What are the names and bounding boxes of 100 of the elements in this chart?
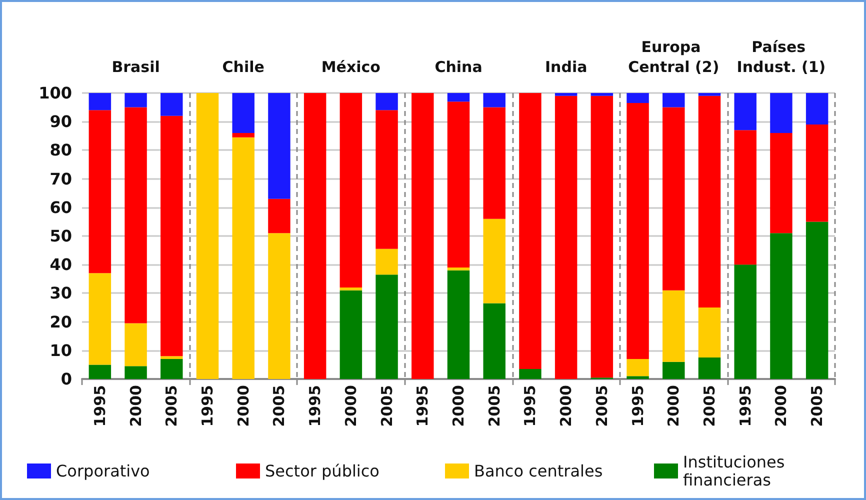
bar	[483, 218, 506, 304]
y-tick-label: 100	[38, 84, 72, 102]
bar	[124, 93, 147, 108]
legend-label: Corporativo	[56, 462, 150, 480]
bar	[412, 93, 434, 379]
bar	[662, 107, 685, 290]
bar	[770, 133, 792, 234]
y-tick-label: 80	[50, 140, 72, 160]
bar	[376, 274, 398, 379]
bar	[734, 93, 756, 130]
y-tick-label: 0	[60, 370, 72, 388]
bar	[160, 116, 183, 356]
x-tick-label: 2005	[378, 385, 396, 427]
bar	[626, 376, 649, 379]
x-tick-label: 2000	[557, 385, 576, 427]
x-tick-label: 1995	[198, 385, 216, 427]
bar	[483, 107, 506, 219]
bar	[590, 96, 614, 378]
bar	[626, 103, 649, 359]
bar	[698, 358, 721, 379]
bar	[519, 93, 542, 369]
bar	[626, 358, 649, 376]
x-tick-label: 1995	[414, 385, 432, 427]
bar	[447, 102, 470, 268]
bar	[376, 248, 398, 275]
bar	[268, 233, 290, 379]
bar	[232, 93, 254, 134]
bar	[806, 93, 828, 124]
x-tick-label: 2000	[772, 385, 790, 427]
bar	[304, 93, 326, 379]
text: Brasil	[112, 58, 160, 76]
bar	[770, 93, 792, 134]
x-tick-label: 1995	[521, 385, 540, 427]
x-tick-label: 1995	[628, 385, 647, 427]
bar	[124, 323, 147, 366]
bar	[806, 222, 828, 379]
bar	[483, 93, 506, 108]
bar	[626, 93, 649, 104]
x-tick-label: 2005	[485, 385, 504, 427]
y-tick-label: 10	[50, 340, 72, 360]
y-tick-label: 90	[50, 112, 72, 132]
bar	[447, 93, 470, 102]
bar	[376, 93, 398, 110]
bar	[447, 270, 470, 379]
bar	[88, 93, 112, 110]
text: Países Indust. (1)	[736, 38, 826, 76]
x-tick-label: 2005	[700, 385, 718, 427]
bar	[698, 96, 721, 308]
bar	[232, 133, 254, 138]
x-tick-label: 2005	[808, 385, 826, 427]
bar	[160, 356, 183, 359]
legend-label: Banco centrales	[474, 462, 603, 480]
bar	[698, 308, 721, 358]
x-tick-label: 1995	[306, 385, 324, 427]
x-tick-label: 2005	[592, 385, 611, 427]
bar	[806, 124, 828, 222]
bar	[376, 110, 398, 249]
bar	[734, 130, 756, 265]
bar	[554, 96, 578, 379]
text: China	[434, 58, 482, 76]
bar	[519, 368, 542, 379]
bar	[196, 93, 219, 379]
bar	[88, 110, 112, 274]
bar	[340, 290, 362, 379]
x-tick-label: 2005	[270, 385, 288, 427]
y-tick-label: 40	[50, 255, 72, 274]
bar	[232, 137, 254, 379]
x-tick-label: 2000	[234, 385, 252, 427]
bar	[662, 290, 685, 362]
x-tick-label: 2005	[162, 385, 181, 427]
y-tick-label: 20	[50, 312, 72, 332]
y-tick-label: 30	[50, 284, 72, 303]
bar	[447, 267, 470, 270]
x-tick-label: 2000	[664, 385, 683, 427]
bar	[734, 264, 756, 379]
text: India	[544, 58, 588, 76]
y-tick-label: 50	[50, 226, 72, 246]
x-tick-label: 1995	[736, 385, 754, 427]
bar	[662, 93, 685, 108]
bar	[554, 93, 578, 96]
x-tick-label: 1995	[90, 385, 109, 427]
legend-label: Sector público	[265, 462, 380, 480]
x-tick-label: 2000	[342, 385, 360, 427]
bar	[770, 233, 792, 379]
bar	[483, 303, 506, 379]
bar	[662, 362, 685, 379]
bar	[160, 93, 183, 116]
bar	[340, 93, 362, 288]
bar	[160, 358, 183, 379]
text: México	[321, 58, 380, 76]
text: Europa Central (2)	[628, 38, 720, 76]
bar	[590, 93, 614, 96]
bar	[124, 107, 147, 324]
bar	[698, 93, 721, 96]
x-tick-label: 2000	[126, 385, 145, 427]
bar	[268, 93, 290, 199]
legend-label: Instituciones financieras	[683, 452, 790, 490]
bar	[340, 287, 362, 290]
bar	[124, 366, 147, 379]
bar	[268, 198, 290, 234]
